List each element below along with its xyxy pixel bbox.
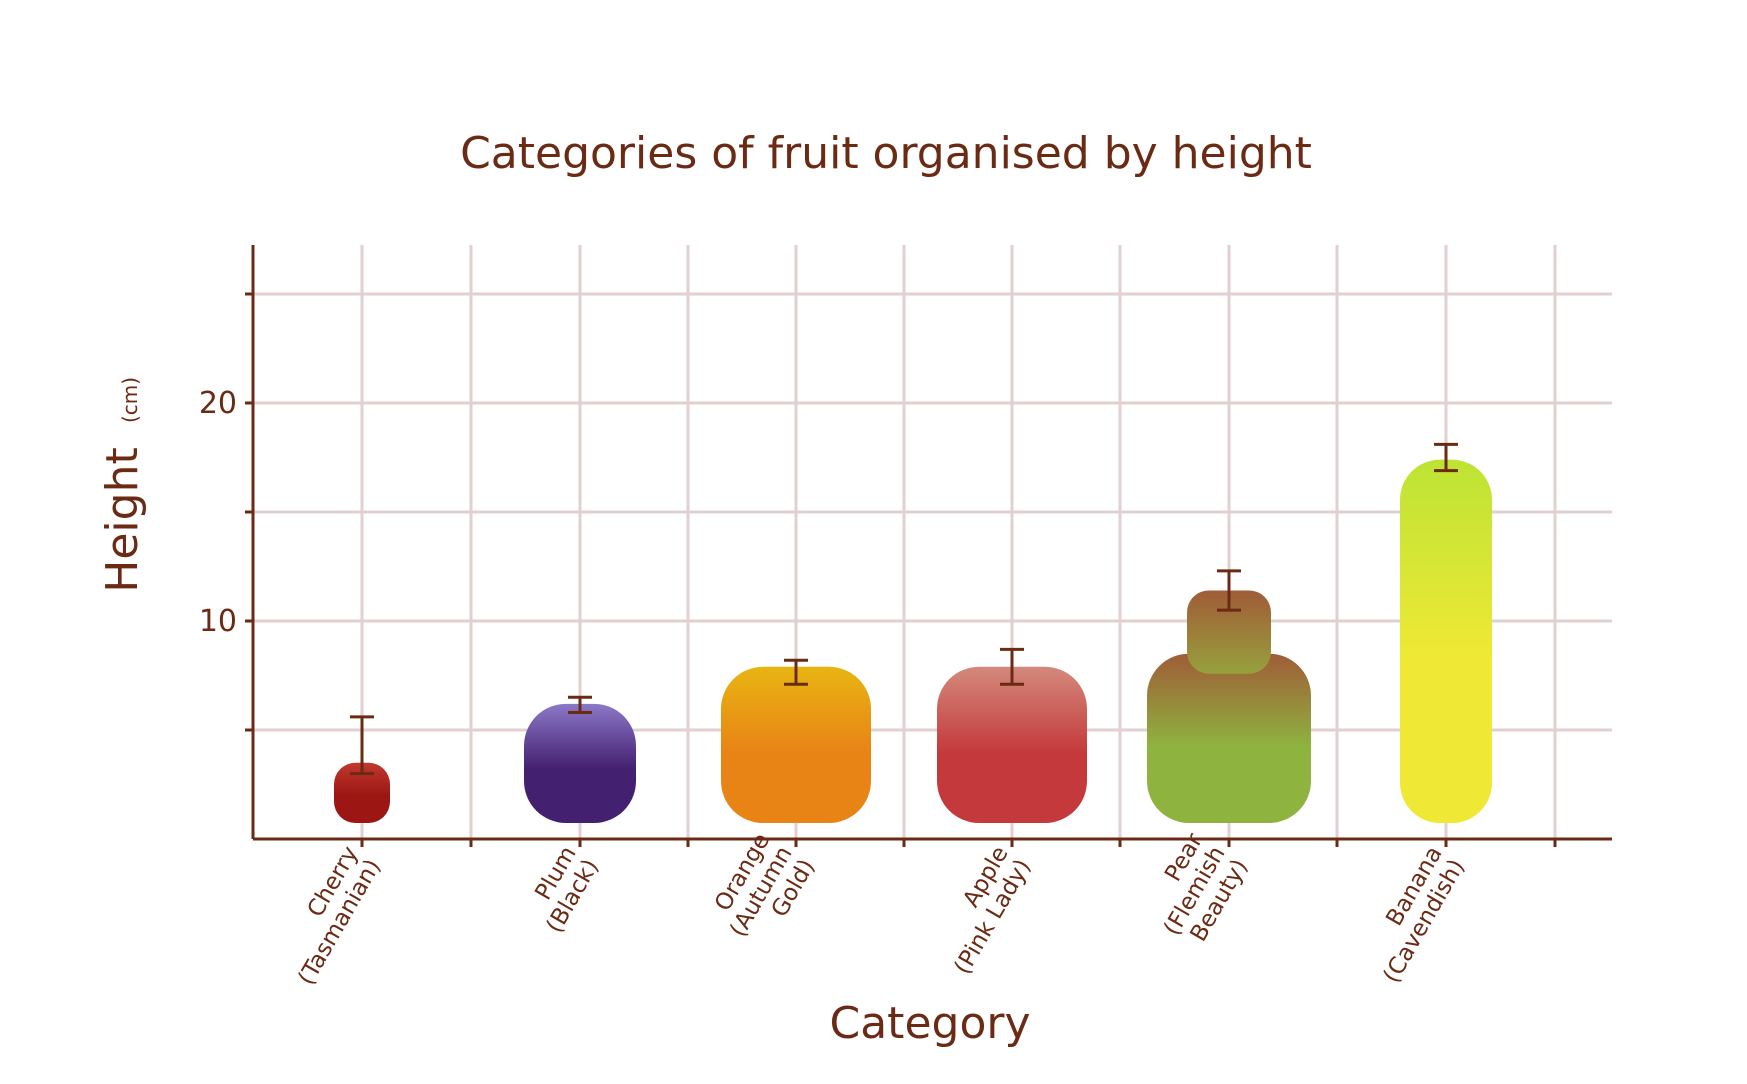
bar: [937, 666, 1087, 823]
bars: [334, 442, 1492, 823]
error-bar: [568, 695, 592, 715]
y-tick-label: 20: [199, 386, 237, 421]
category-label: Apple(Pink Lady): [950, 842, 1037, 979]
error-bar: [1000, 647, 1024, 686]
bar: [524, 703, 636, 823]
category-label: Cherry(Tasmanian): [293, 842, 386, 990]
error-bar: [1434, 442, 1458, 473]
error-bar: [1217, 569, 1241, 612]
chart-title: Categories of fruit organised by height: [460, 128, 1312, 179]
bar: [721, 666, 871, 823]
axes: [245, 245, 1612, 847]
error-bar: [350, 715, 374, 776]
bar-neck: [1187, 590, 1271, 674]
y-axis-title-group: Height (cm): [97, 377, 148, 593]
error-bar: [784, 658, 808, 686]
y-tick-label: 10: [199, 604, 237, 639]
category-label: Banana(Cavendish): [1379, 842, 1471, 988]
bar: [1400, 459, 1492, 823]
x-axis-title: Category: [830, 998, 1031, 1049]
bar: [334, 762, 390, 823]
y-axis-unit: (cm): [118, 377, 142, 423]
category-label: Plum(Black): [530, 842, 604, 937]
y-axis-title: Height: [97, 447, 148, 592]
bar: [1147, 653, 1311, 823]
